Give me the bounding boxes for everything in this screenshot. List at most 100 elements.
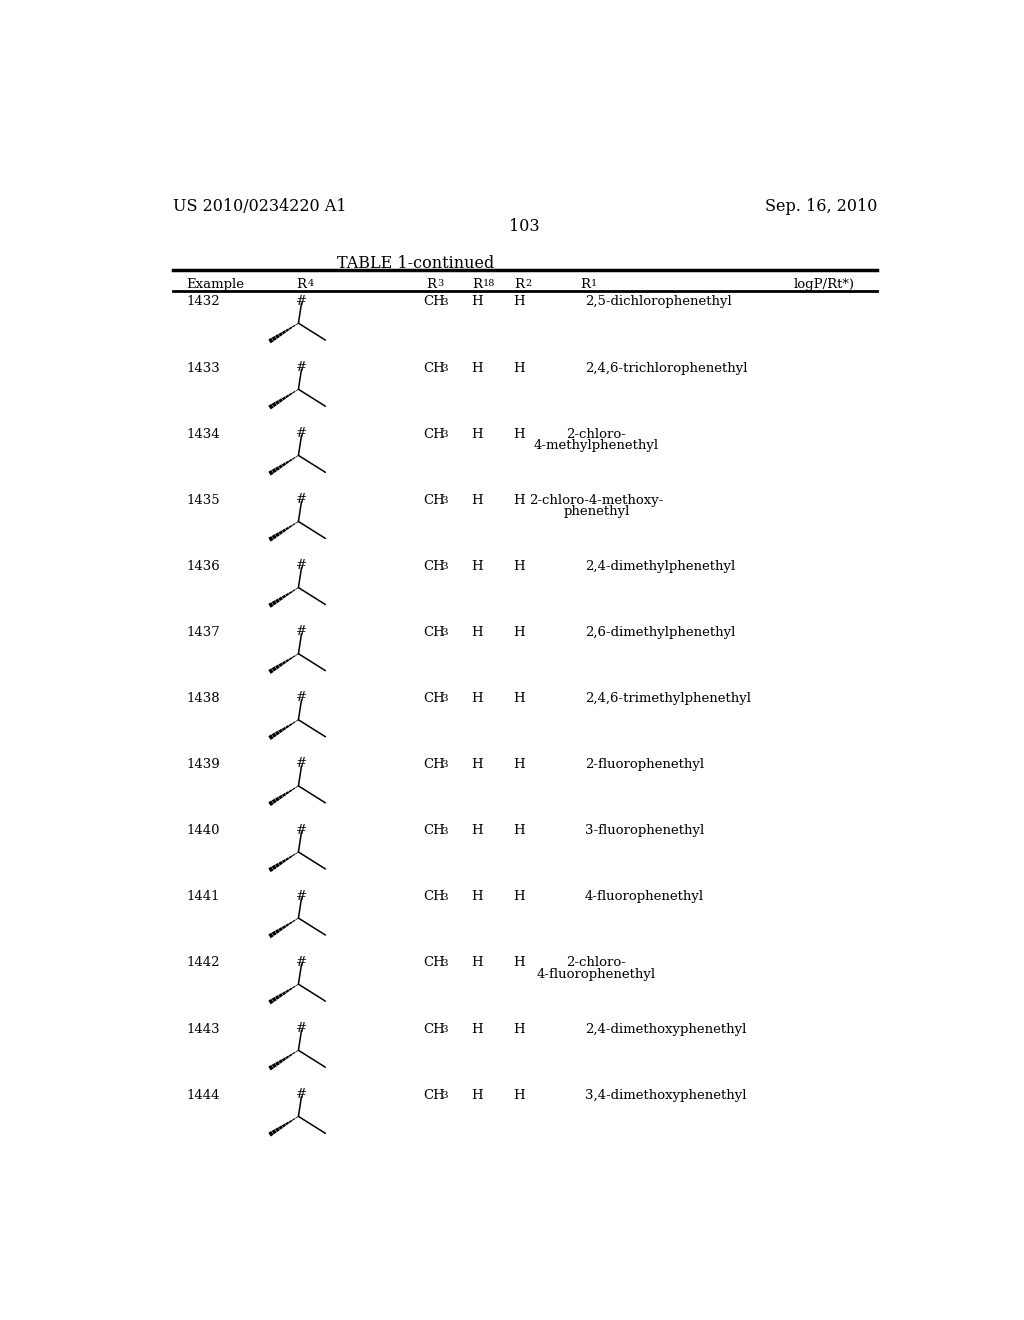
Text: H: H	[471, 362, 483, 375]
Text: 1434: 1434	[186, 428, 219, 441]
Text: Sep. 16, 2010: Sep. 16, 2010	[765, 198, 878, 215]
Text: 1444: 1444	[186, 1089, 219, 1102]
Text: 3: 3	[441, 1024, 447, 1034]
Text: 2-chloro-: 2-chloro-	[566, 957, 627, 969]
Text: H: H	[514, 626, 525, 639]
Text: 3: 3	[441, 1092, 447, 1100]
Text: H: H	[514, 296, 525, 309]
Text: CH: CH	[423, 428, 444, 441]
Text: 1443: 1443	[186, 1023, 219, 1036]
Text: 1440: 1440	[186, 824, 219, 837]
Text: #: #	[296, 890, 307, 903]
Text: 1432: 1432	[186, 296, 219, 309]
Text: CH: CH	[423, 824, 444, 837]
Text: #: #	[296, 1088, 307, 1101]
Text: 3: 3	[441, 694, 447, 704]
Text: H: H	[514, 560, 525, 573]
Text: #: #	[296, 426, 307, 440]
Text: #: #	[296, 824, 307, 837]
Text: CH: CH	[423, 560, 444, 573]
Text: 2,4,6-trimethylphenethyl: 2,4,6-trimethylphenethyl	[585, 692, 751, 705]
Text: H: H	[471, 692, 483, 705]
Text: TABLE 1-continued: TABLE 1-continued	[337, 255, 495, 272]
Text: logP/Rt*): logP/Rt*)	[794, 277, 854, 290]
Text: #: #	[296, 1022, 307, 1035]
Text: 1442: 1442	[186, 957, 219, 969]
Text: H: H	[514, 1023, 525, 1036]
Text: 1439: 1439	[186, 758, 220, 771]
Text: #: #	[296, 626, 307, 638]
Text: #: #	[296, 956, 307, 969]
Text: CH: CH	[423, 692, 444, 705]
Text: 2-chloro-4-methoxy-: 2-chloro-4-methoxy-	[529, 494, 664, 507]
Text: 3: 3	[441, 958, 447, 968]
Text: 4-fluorophenethyl: 4-fluorophenethyl	[585, 891, 703, 903]
Text: 3: 3	[441, 496, 447, 506]
Text: CH: CH	[423, 1089, 444, 1102]
Text: 3: 3	[441, 892, 447, 902]
Text: H: H	[471, 428, 483, 441]
Text: CH: CH	[423, 296, 444, 309]
Text: H: H	[514, 494, 525, 507]
Text: 4-fluorophenethyl: 4-fluorophenethyl	[537, 968, 656, 981]
Text: CH: CH	[423, 362, 444, 375]
Text: H: H	[514, 362, 525, 375]
Text: CH: CH	[423, 1023, 444, 1036]
Text: 3: 3	[441, 298, 447, 306]
Text: #: #	[296, 294, 307, 308]
Text: H: H	[514, 824, 525, 837]
Text: R: R	[514, 277, 524, 290]
Text: H: H	[471, 891, 483, 903]
Text: 3: 3	[441, 364, 447, 372]
Text: #: #	[296, 758, 307, 771]
Text: H: H	[471, 560, 483, 573]
Text: R: R	[426, 277, 436, 290]
Text: #: #	[296, 492, 307, 506]
Text: H: H	[471, 758, 483, 771]
Text: 1438: 1438	[186, 692, 219, 705]
Text: 1436: 1436	[186, 560, 220, 573]
Text: 2,4,6-trichlorophenethyl: 2,4,6-trichlorophenethyl	[585, 362, 748, 375]
Text: CH: CH	[423, 891, 444, 903]
Text: H: H	[514, 428, 525, 441]
Text: H: H	[471, 626, 483, 639]
Text: H: H	[514, 1089, 525, 1102]
Text: 3: 3	[441, 760, 447, 770]
Text: US 2010/0234220 A1: US 2010/0234220 A1	[173, 198, 346, 215]
Text: 3: 3	[437, 279, 443, 288]
Text: H: H	[514, 957, 525, 969]
Text: 3-fluorophenethyl: 3-fluorophenethyl	[585, 824, 705, 837]
Text: H: H	[471, 824, 483, 837]
Text: H: H	[514, 692, 525, 705]
Text: 1435: 1435	[186, 494, 219, 507]
Text: H: H	[471, 494, 483, 507]
Text: 3: 3	[441, 628, 447, 638]
Text: R: R	[580, 277, 590, 290]
Text: CH: CH	[423, 626, 444, 639]
Text: CH: CH	[423, 758, 444, 771]
Text: H: H	[514, 758, 525, 771]
Text: CH: CH	[423, 494, 444, 507]
Text: 2-fluorophenethyl: 2-fluorophenethyl	[585, 758, 703, 771]
Text: H: H	[514, 891, 525, 903]
Text: CH: CH	[423, 957, 444, 969]
Text: phenethyl: phenethyl	[563, 506, 630, 519]
Text: 2: 2	[525, 279, 531, 288]
Text: Example: Example	[186, 277, 244, 290]
Text: #: #	[296, 692, 307, 705]
Text: 2,4-dimethoxyphenethyl: 2,4-dimethoxyphenethyl	[585, 1023, 746, 1036]
Text: 1433: 1433	[186, 362, 220, 375]
Text: 18: 18	[483, 279, 496, 288]
Text: 1437: 1437	[186, 626, 220, 639]
Text: #: #	[296, 360, 307, 374]
Text: H: H	[471, 1089, 483, 1102]
Text: 3: 3	[441, 562, 447, 572]
Text: H: H	[471, 1023, 483, 1036]
Text: 103: 103	[510, 218, 540, 235]
Text: H: H	[471, 296, 483, 309]
Text: 2,6-dimethylphenethyl: 2,6-dimethylphenethyl	[585, 626, 735, 639]
Text: R: R	[297, 277, 306, 290]
Text: 2-chloro-: 2-chloro-	[566, 428, 627, 441]
Text: 3: 3	[441, 826, 447, 836]
Text: 3,4-dimethoxyphenethyl: 3,4-dimethoxyphenethyl	[585, 1089, 746, 1102]
